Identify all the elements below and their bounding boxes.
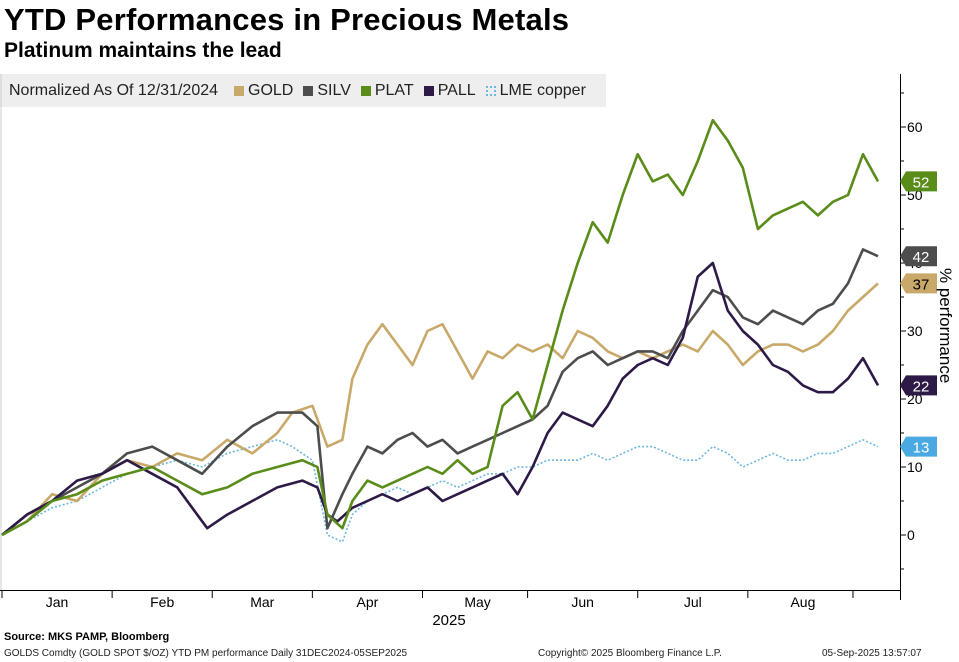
end-label-silv: 42 xyxy=(900,246,937,267)
legend-label-silv: SILV xyxy=(317,81,351,99)
end-label-tag xyxy=(900,436,937,457)
y-tick-label-3: 30 xyxy=(907,323,923,339)
legend-swatch-copper xyxy=(485,85,496,96)
x-tick-label-jul: Jul xyxy=(684,594,702,610)
page-title: YTD Performances in Precious Metals xyxy=(4,2,570,37)
y-tick-label-6: 60 xyxy=(907,119,923,135)
footer-timestamp: 05-Sep-2025 13:57:07 xyxy=(822,648,922,659)
footer-source: Source: MKS PAMP, Bloomberg xyxy=(4,631,170,643)
footer-description: GOLDS Comdty (GOLD SPOT $/OZ) YTD PM per… xyxy=(4,648,408,659)
series-line-pall xyxy=(1,261,880,537)
series-line-plat xyxy=(1,118,880,537)
end-label-value: 42 xyxy=(913,249,930,266)
end-label-value: 13 xyxy=(913,440,930,457)
end-labels: 37 42 52 22 13 xyxy=(900,171,937,457)
end-label-value: 52 xyxy=(913,174,930,191)
legend-item-silv: SILV xyxy=(303,82,351,100)
x-tick-label-jan: Jan xyxy=(46,594,69,610)
end-label-lme-copper: 13 xyxy=(900,436,937,457)
end-label-tag xyxy=(900,171,937,192)
end-label-gold: 37 xyxy=(900,273,937,294)
end-label-tag xyxy=(900,246,937,267)
x-tick-label-apr: Apr xyxy=(357,594,379,610)
legend-label-copper: LME copper xyxy=(499,81,586,99)
legend-label-pall: PALL xyxy=(437,81,476,99)
x-tick-label-aug: Aug xyxy=(790,594,815,610)
page-subtitle: Platinum maintains the lead xyxy=(4,39,282,62)
legend-item-gold: GOLD xyxy=(234,82,293,100)
legend-label-plat: PLAT xyxy=(374,81,414,99)
end-label-plat: 52 xyxy=(900,171,937,192)
legend-item-pall: PALL xyxy=(423,81,476,100)
legend-swatch-silv xyxy=(303,85,314,96)
x-tick-label-jun: Jun xyxy=(571,594,594,610)
y-ticks: 0102030405060 xyxy=(900,92,923,570)
end-label-value: 37 xyxy=(913,276,930,293)
series-line-gold xyxy=(1,282,879,537)
x-ticks: Jan Feb Mar Apr May Jun Jul Aug xyxy=(1,590,854,610)
y-tick-label-0: 0 xyxy=(907,527,915,543)
legend: Normalized As Of 12/31/2024 GOLD SILV PL… xyxy=(0,74,606,107)
x-tick-label-mar: Mar xyxy=(250,594,274,610)
legend-swatch-pall xyxy=(423,85,434,96)
end-label-tag xyxy=(900,375,937,396)
y-tick-label-1: 10 xyxy=(907,459,923,475)
end-label-value: 22 xyxy=(913,378,930,395)
x-tick-label-feb: Feb xyxy=(150,594,174,610)
series-line-lme-copper xyxy=(1,438,879,543)
series-layer xyxy=(1,118,880,543)
x-axis-year-label: 2025 xyxy=(432,612,465,629)
y-axis-label: % performance xyxy=(936,268,955,383)
legend-swatch-gold xyxy=(234,85,245,96)
footer-copyright: Copyright© 2025 Bloomberg Finance L.P. xyxy=(538,648,722,659)
legend-item-plat: PLAT xyxy=(360,81,414,100)
legend-label-gold: GOLD xyxy=(248,81,294,99)
legend-normalized-label: Normalized As Of 12/31/2024 xyxy=(9,81,219,99)
x-tick-label-may: May xyxy=(464,594,490,610)
series-line-silv xyxy=(1,248,879,537)
end-label-tag xyxy=(900,273,937,294)
end-label-pall: 22 xyxy=(900,375,937,396)
legend-item-copper: LME copper xyxy=(485,81,586,100)
legend-swatch-plat xyxy=(360,85,371,96)
